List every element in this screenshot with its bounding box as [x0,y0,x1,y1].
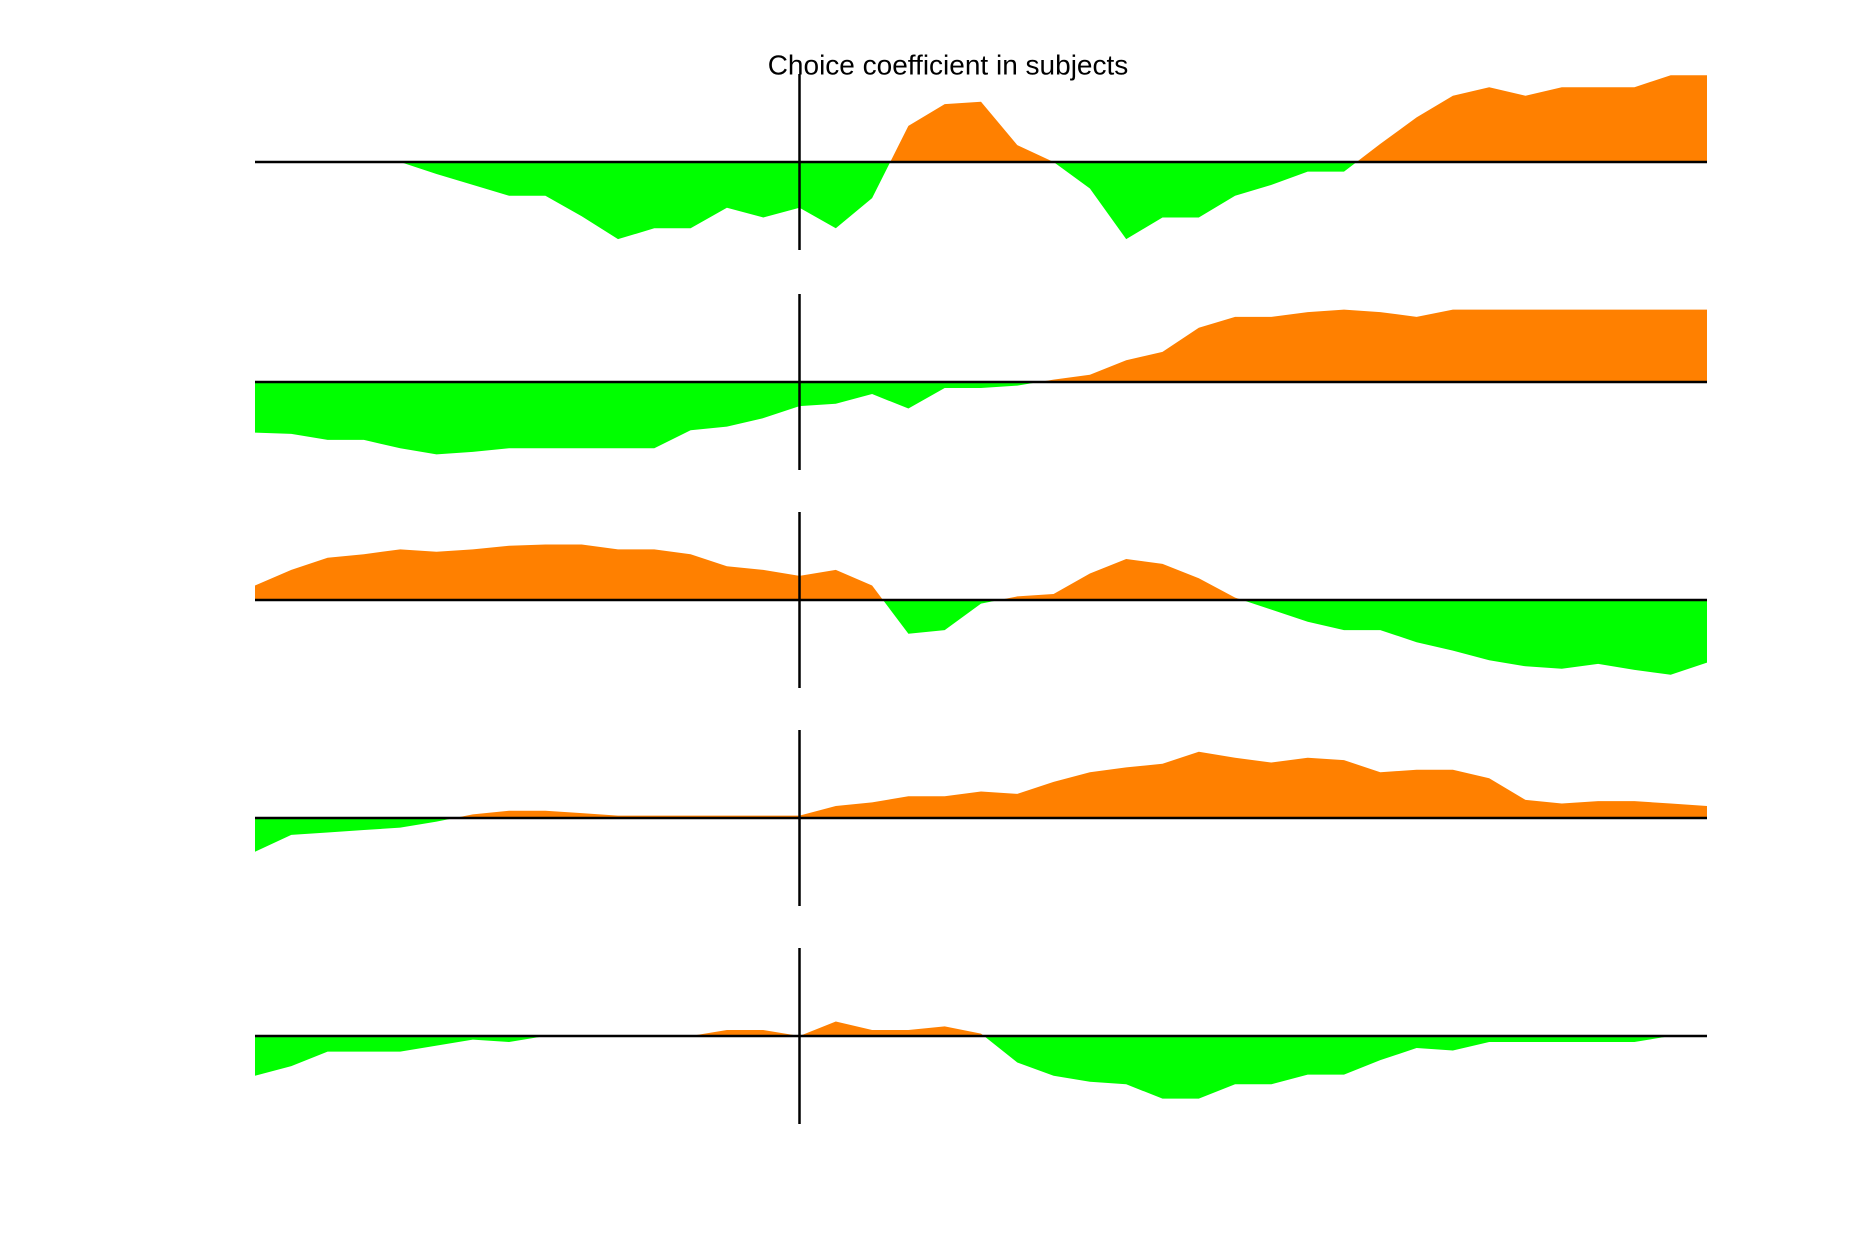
negative-area [255,162,1707,240]
positive-area [255,544,1707,600]
chart-title: Choice coefficient in subjects [768,49,1129,80]
negative-area [255,382,1707,455]
positive-area [255,1021,1707,1036]
negative-area [255,600,1707,675]
negative-area [255,1036,1707,1099]
positive-area [255,75,1707,162]
positive-area [255,751,1707,818]
positive-area [255,309,1707,382]
negative-area [255,818,1707,852]
